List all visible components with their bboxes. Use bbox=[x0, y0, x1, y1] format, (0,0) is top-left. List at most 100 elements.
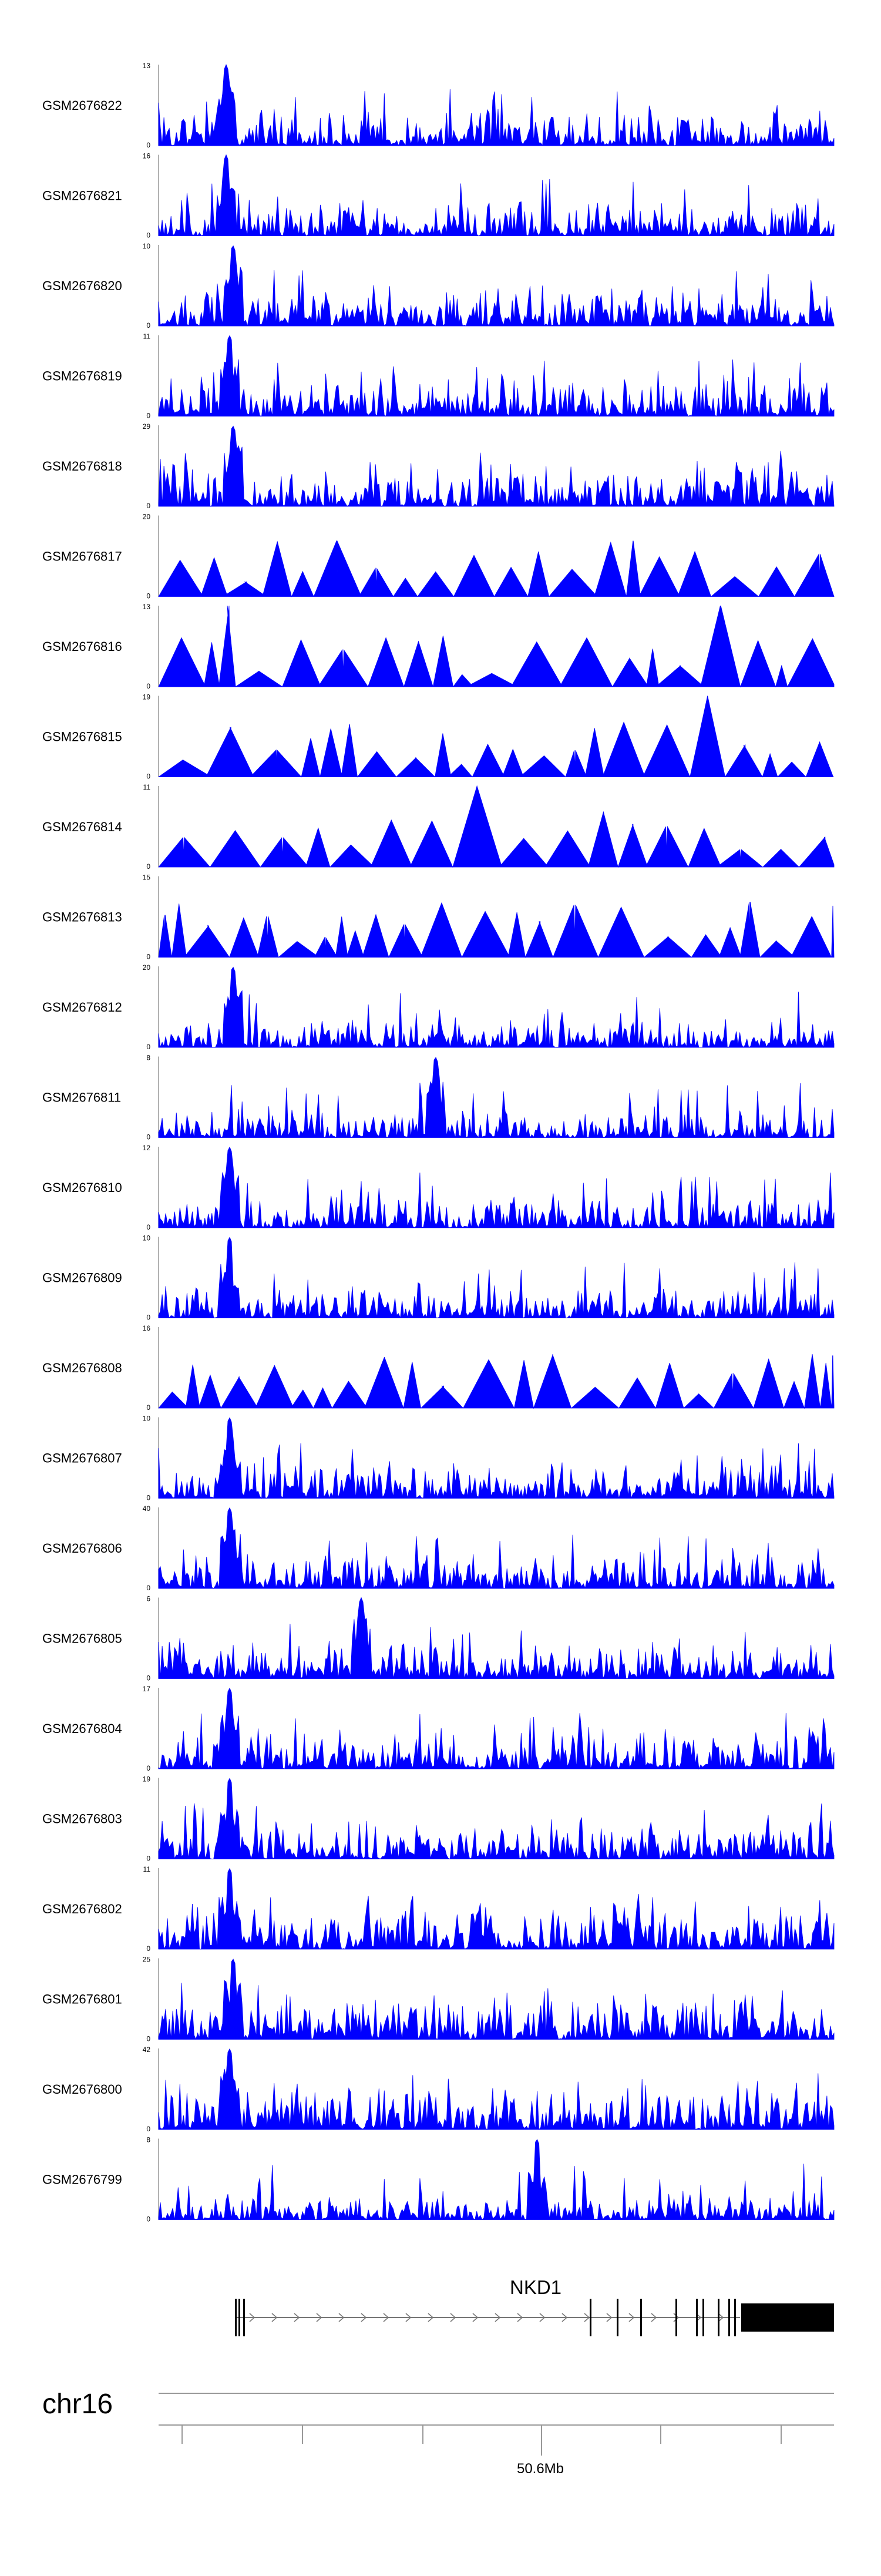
exon bbox=[718, 2299, 719, 2336]
coverage-signal bbox=[158, 1507, 835, 1590]
coverage-signal bbox=[158, 1237, 835, 1319]
gene-label: NKD1 bbox=[510, 2276, 561, 2298]
coverage-signal bbox=[158, 1597, 835, 1680]
track-label: GSM2676822 bbox=[42, 98, 122, 113]
track-GSM2676822: GSM2676822 13 0 bbox=[42, 62, 835, 149]
track-ymin-label: 0 bbox=[146, 1944, 150, 1953]
exon bbox=[243, 2299, 245, 2336]
coverage-signal bbox=[158, 1778, 835, 1860]
track-ymax-label: 20 bbox=[143, 963, 151, 972]
strand-arrow bbox=[495, 2313, 501, 2322]
track-label: GSM2676819 bbox=[42, 369, 122, 384]
track-ymin-label: 0 bbox=[146, 1133, 150, 1141]
coverage-signal bbox=[158, 966, 835, 1049]
track-label: GSM2676800 bbox=[42, 2082, 122, 2097]
track-GSM2676811: GSM2676811 8 0 bbox=[42, 1054, 835, 1141]
track-label: GSM2676817 bbox=[42, 549, 122, 564]
exon bbox=[238, 2299, 240, 2336]
track-GSM2676814: GSM2676814 11 0 bbox=[42, 783, 835, 871]
exon bbox=[235, 2299, 237, 2336]
strand-arrow bbox=[294, 2313, 300, 2322]
track-label: GSM2676815 bbox=[42, 730, 122, 744]
coverage-signal bbox=[158, 605, 835, 688]
track-label: GSM2676809 bbox=[42, 1271, 122, 1285]
track-label: GSM2676818 bbox=[42, 459, 122, 473]
track-GSM2676802: GSM2676802 11 0 bbox=[42, 1865, 835, 1953]
strand-arrow bbox=[584, 2313, 590, 2322]
track-ymax-label: 11 bbox=[143, 783, 151, 791]
track-label: GSM2676803 bbox=[42, 1812, 122, 1826]
strand-arrow bbox=[249, 2313, 255, 2322]
track-ymax-label: 40 bbox=[143, 1504, 151, 1513]
track-ymin-label: 0 bbox=[146, 2215, 150, 2224]
coverage-signal bbox=[158, 1146, 835, 1228]
strand-arrow bbox=[472, 2313, 479, 2322]
track-ymin-label: 0 bbox=[146, 502, 150, 510]
track-label: GSM2676816 bbox=[42, 639, 122, 654]
strand-arrow bbox=[718, 2313, 724, 2322]
track-ymax-label: 11 bbox=[143, 333, 151, 341]
track-GSM2676809: GSM2676809 10 0 bbox=[42, 1234, 835, 1322]
coverage-signal bbox=[157, 696, 834, 778]
track-GSM2676808: GSM2676808 16 0 bbox=[42, 1324, 835, 1412]
track-ymax-label: 10 bbox=[143, 1415, 151, 1423]
strand-arrow bbox=[606, 2313, 613, 2322]
chromosome-label: chr16 bbox=[42, 2389, 113, 2420]
track-ymax-label: 8 bbox=[146, 1054, 150, 1062]
coverage-signal bbox=[158, 335, 835, 417]
track-ymin-label: 0 bbox=[146, 1314, 150, 1322]
track-ymin-label: 0 bbox=[146, 1674, 150, 1682]
track-ymin-label: 0 bbox=[146, 231, 150, 240]
track-ymin-label: 0 bbox=[146, 141, 150, 149]
track-ymax-label: 8 bbox=[146, 2136, 150, 2144]
coverage-signal bbox=[158, 540, 835, 597]
track-ymin-label: 0 bbox=[146, 2035, 150, 2043]
track-ymax-label: 42 bbox=[143, 2046, 151, 2054]
track-GSM2676813: GSM2676813 15 0 bbox=[42, 874, 835, 961]
coverage-signal bbox=[158, 1057, 835, 1138]
track-GSM2676805: GSM2676805 6 0 bbox=[42, 1595, 835, 1682]
track-GSM2676818: GSM2676818 29 0 bbox=[42, 422, 835, 510]
strand-arrow bbox=[651, 2313, 657, 2322]
track-ymax-label: 16 bbox=[143, 152, 151, 160]
track-GSM2676803: GSM2676803 19 0 bbox=[42, 1775, 835, 1863]
track-ymax-label: 10 bbox=[143, 242, 151, 250]
coverage-signal bbox=[158, 1959, 835, 2040]
strand-arrow bbox=[383, 2313, 389, 2322]
coverage-signal bbox=[158, 902, 835, 958]
track-GSM2676812: GSM2676812 20 0 bbox=[42, 963, 835, 1051]
coverage-signal bbox=[158, 245, 835, 327]
track-GSM2676821: GSM2676821 16 0 bbox=[42, 152, 835, 240]
strand-arrow bbox=[405, 2313, 412, 2322]
track-ymax-label: 17 bbox=[143, 1685, 151, 1693]
exon bbox=[696, 2299, 698, 2336]
track-label: GSM2676804 bbox=[42, 1721, 122, 1736]
track-ymin-label: 0 bbox=[146, 1043, 150, 1051]
exon bbox=[590, 2299, 591, 2336]
track-label: GSM2676805 bbox=[42, 1631, 122, 1646]
coverage-signal bbox=[158, 2139, 835, 2221]
track-ymax-label: 6 bbox=[146, 1595, 150, 1603]
track-ymin-label: 0 bbox=[146, 773, 150, 781]
track-GSM2676800: GSM2676800 42 0 bbox=[42, 2046, 835, 2133]
coverage-signal bbox=[158, 1354, 835, 1409]
track-ymin-label: 0 bbox=[146, 953, 150, 961]
strand-arrow bbox=[428, 2313, 434, 2322]
exon bbox=[702, 2299, 704, 2336]
track-ymax-label: 20 bbox=[143, 513, 151, 521]
coverage-signal bbox=[158, 425, 835, 508]
strand-arrow bbox=[316, 2313, 322, 2322]
track-ymax-label: 10 bbox=[143, 1234, 151, 1242]
track-GSM2676804: GSM2676804 17 0 bbox=[42, 1685, 835, 1772]
strand-arrow bbox=[561, 2313, 568, 2322]
track-label: GSM2676806 bbox=[42, 1541, 122, 1556]
track-ymin-label: 0 bbox=[146, 2125, 150, 2133]
track-GSM2676815: GSM2676815 19 0 bbox=[42, 693, 834, 781]
track-GSM2676817: GSM2676817 20 0 bbox=[42, 513, 835, 600]
track-ymax-label: 13 bbox=[143, 603, 151, 611]
track-label: GSM2676821 bbox=[42, 189, 122, 203]
strand-arrow bbox=[628, 2313, 635, 2322]
track-label: GSM2676810 bbox=[42, 1180, 122, 1195]
